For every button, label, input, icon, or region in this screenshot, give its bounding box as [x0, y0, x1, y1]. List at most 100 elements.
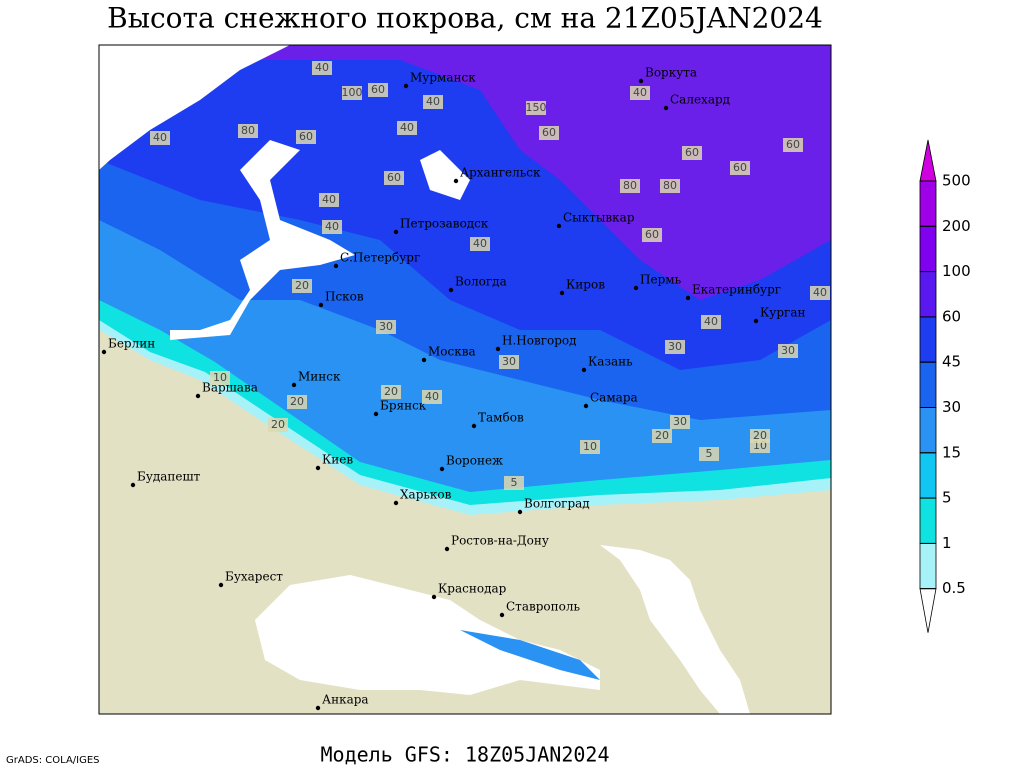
contour-label: 40: [153, 131, 167, 144]
colorbar-segment: [919, 588, 937, 633]
colorbar-segment: [919, 316, 937, 363]
contour-label: 5: [511, 476, 518, 489]
colorbar-segment: [919, 271, 937, 318]
city-label: С.Петербург: [340, 251, 420, 265]
colorbar-segment: [919, 407, 937, 454]
contour-label: 100: [342, 86, 363, 99]
city-label: Киров: [566, 278, 605, 292]
city-label: Минск: [298, 370, 341, 384]
contour-label-box: [504, 476, 524, 490]
city-label: Бухарест: [225, 570, 283, 584]
contour-label-box: [580, 440, 600, 454]
colorbar-label: 45: [942, 353, 961, 371]
contour-label: 30: [781, 344, 795, 357]
contour-label: 20: [271, 418, 285, 431]
contour-label: 60: [685, 146, 699, 159]
city-label: Н.Новгород: [502, 334, 577, 348]
city-dot: [218, 582, 224, 588]
credit: GrADS: COLA/IGES: [6, 755, 100, 766]
contour-label: 150: [526, 101, 547, 114]
city-label: Киев: [322, 453, 353, 467]
city-dot: [439, 466, 445, 472]
white-sea: [420, 150, 470, 200]
contour-label-box: [150, 131, 170, 145]
colorbar-label: 200: [942, 217, 971, 235]
contour-label: 40: [633, 86, 647, 99]
contour-label: 20: [290, 395, 304, 408]
colorbar-label: 1: [942, 534, 952, 552]
city-label: Москва: [428, 345, 476, 359]
contour-label-box: [783, 138, 803, 152]
contour-label: 60: [371, 83, 385, 96]
colorbar-label: 500: [942, 172, 971, 190]
colorbar-segment: [919, 139, 937, 182]
contour-label: 60: [387, 171, 401, 184]
contour-label-box: [652, 429, 672, 443]
contour-label: 60: [786, 138, 800, 151]
contour-label-box: [381, 385, 401, 399]
map-frame: [98, 44, 832, 715]
city-dot: [471, 423, 477, 429]
city-dot: [421, 357, 427, 363]
contour-label-box: [699, 447, 719, 461]
city-dot: [373, 411, 379, 417]
city-dot: [499, 612, 505, 618]
city-dot: [393, 229, 399, 235]
city-dot: [130, 482, 136, 488]
contour-label-box: [682, 146, 702, 160]
contour-label: 10: [213, 371, 227, 384]
contour-label-box: [701, 315, 721, 329]
city-dot: [663, 105, 669, 111]
contour-label-box: [238, 124, 258, 138]
contour-label-box: [665, 340, 685, 354]
colorbar-label: 15: [942, 443, 961, 461]
city-dot: [431, 594, 437, 600]
city-label: Ростов-на-Дону: [451, 534, 549, 548]
city-label: Екатеринбург: [692, 283, 781, 297]
contour-label: 30: [379, 320, 393, 333]
city-dot: [444, 546, 450, 552]
city-label: Брянск: [380, 399, 427, 413]
contour-label: 5: [706, 447, 713, 460]
contour-label-box: [292, 279, 312, 293]
contour-label: 80: [241, 124, 255, 137]
colorbar-segment: [919, 361, 937, 408]
colorbar-segment: [919, 497, 937, 544]
city-label: Курган: [760, 306, 805, 320]
contour-label-box: [423, 95, 443, 109]
city-label: Берлин: [108, 337, 155, 351]
contour-label: 10: [583, 440, 597, 453]
caucasus-snow: [460, 630, 600, 680]
snow-60: [240, 45, 831, 300]
city-dot: [101, 349, 107, 355]
contour-label: 20: [753, 429, 767, 442]
city-dot: [495, 346, 501, 352]
contour-label-box: [470, 237, 490, 251]
contour-label: 20: [295, 279, 309, 292]
contour-label-box: [342, 86, 362, 100]
city-dot: [583, 403, 589, 409]
city-label: Ставрополь: [506, 600, 580, 614]
contour-label: 40: [322, 193, 336, 206]
contour-label: 20: [384, 385, 398, 398]
contour-label: 80: [663, 179, 677, 192]
map: Мурманск Воркута Салехард Архангельск Петроз…: [99, 45, 831, 714]
city-label: Краснодар: [438, 582, 507, 596]
colorbar-segment: [919, 452, 937, 499]
black-sea: [255, 575, 600, 695]
city-dot: [685, 295, 691, 301]
contour-label-box: [670, 415, 690, 429]
contour-label: 60: [542, 126, 556, 139]
city-dot: [403, 83, 409, 89]
city-label: Воркута: [645, 66, 697, 80]
contour-label: 40: [400, 121, 414, 134]
footer: Модель GFS: 18Z05JAN2024: [321, 743, 610, 767]
city-dot: [559, 290, 565, 296]
contour-label-box: [312, 61, 332, 75]
city-label: Харьков: [400, 488, 452, 502]
city-label: Анкара: [322, 693, 369, 707]
colorbar-label: 100: [942, 262, 971, 280]
city-dot: [453, 178, 459, 184]
